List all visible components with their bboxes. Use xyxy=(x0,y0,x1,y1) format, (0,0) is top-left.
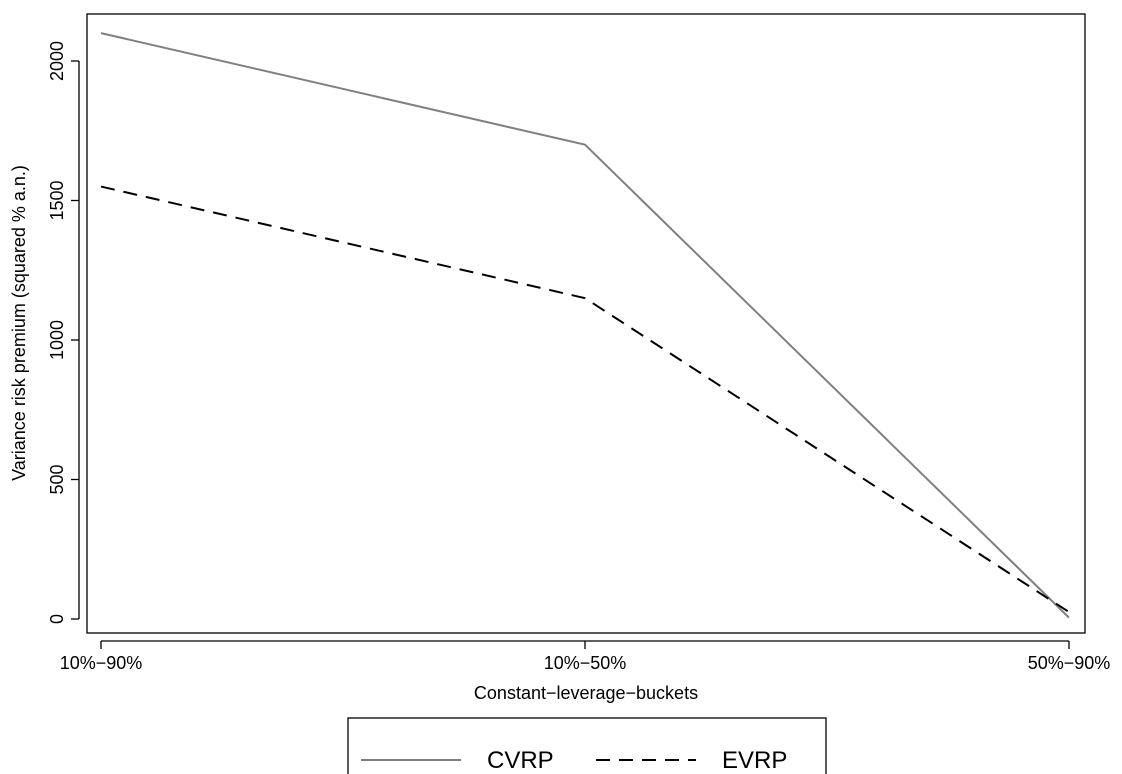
x-axis-label: Constant−leverage−buckets xyxy=(474,683,698,703)
series-line-evrp xyxy=(100,185,1070,613)
y-tick-label: 1000 xyxy=(47,320,67,360)
legend: CVRP EVRP xyxy=(347,717,827,774)
legend-box xyxy=(347,717,827,774)
y-tick-label: 500 xyxy=(47,464,67,494)
legend-label-evrp: EVRP xyxy=(722,747,787,774)
y-tick-label: 2000 xyxy=(47,41,67,81)
y-axis: 0 500 1000 1500 2000 xyxy=(47,41,80,624)
y-tick-label: 1500 xyxy=(47,180,67,220)
legend-label-cvrp: CVRP xyxy=(487,747,554,774)
plot-frame xyxy=(86,13,1086,634)
y-axis-label: Variance risk premium (squared % a.n.) xyxy=(9,165,29,481)
series-layer xyxy=(100,32,1070,619)
x-tick-label: 10%−50% xyxy=(544,653,627,673)
x-tick-label: 10%−90% xyxy=(60,653,143,673)
x-tick-label: 50%−90% xyxy=(1028,653,1111,673)
y-tick-label: 0 xyxy=(47,614,67,624)
series-line-cvrp xyxy=(100,32,1070,619)
x-axis: 10%−90% 10%−50% 50%−90% xyxy=(60,640,1111,673)
